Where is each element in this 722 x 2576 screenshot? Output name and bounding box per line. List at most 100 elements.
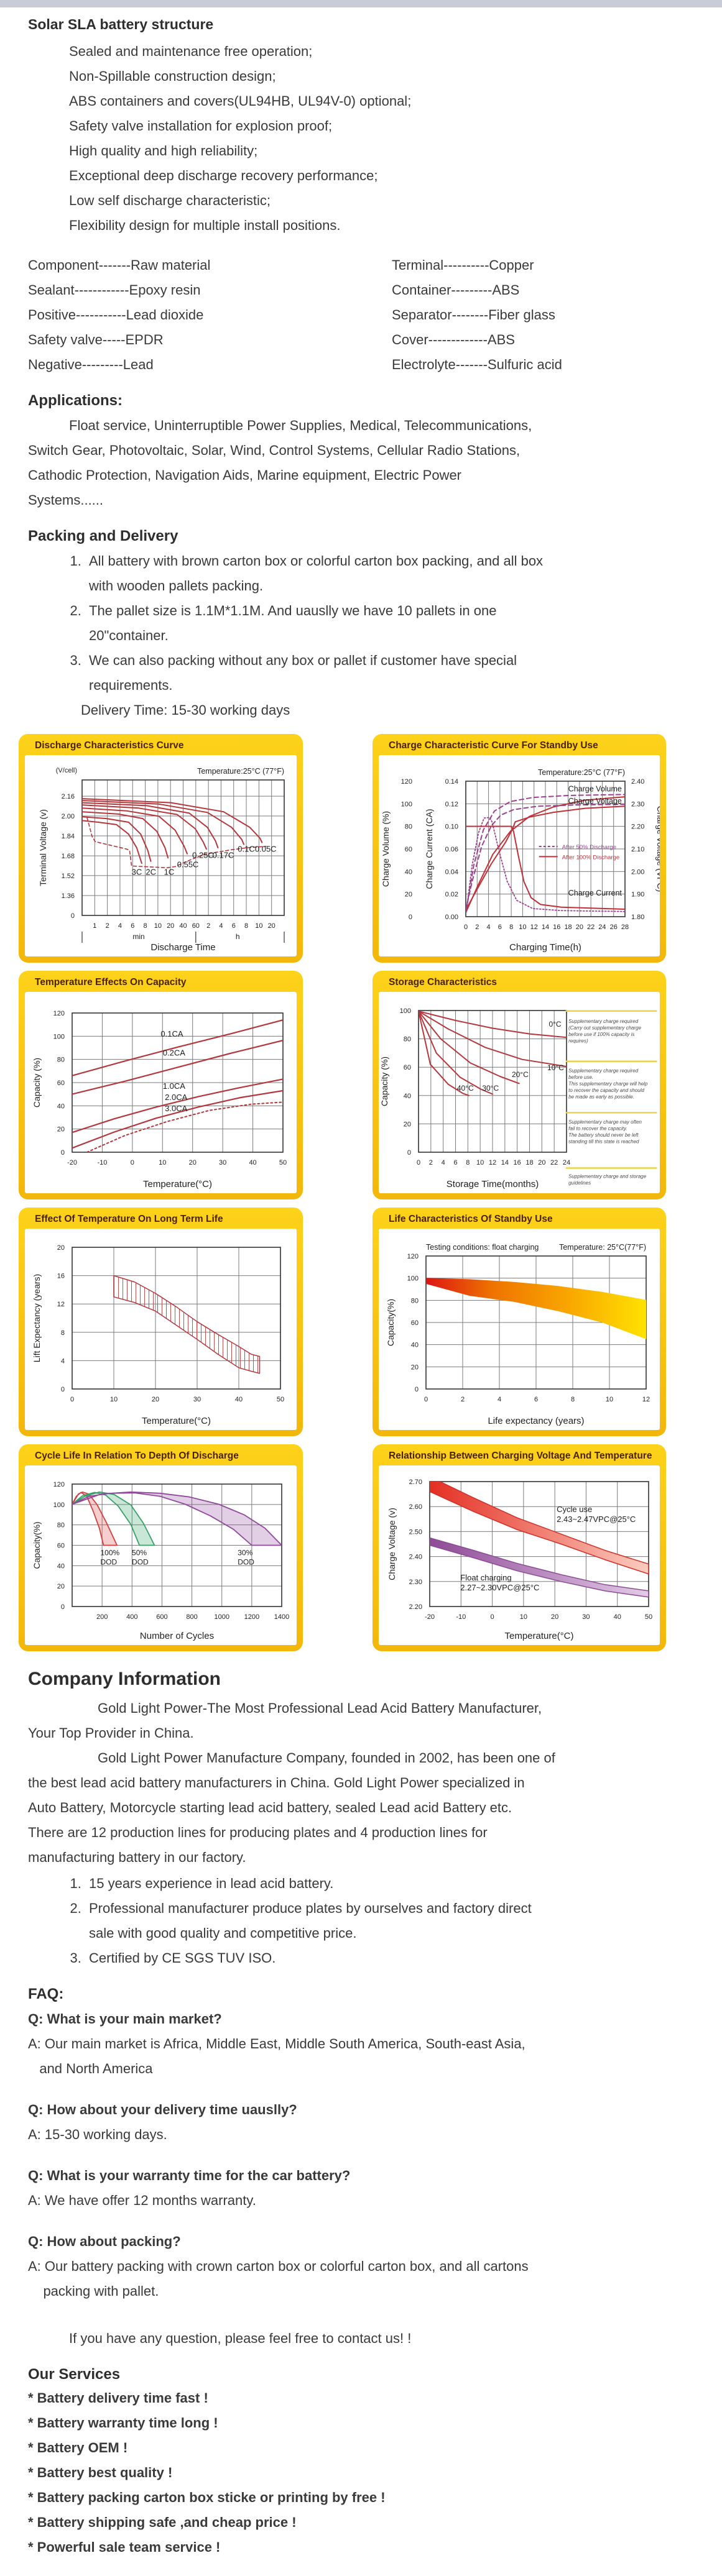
services-list: * Battery delivery time fast ! * Battery … [28,2386,698,2560]
svg-text:24: 24 [563,1159,570,1167]
svg-text:600: 600 [156,1613,167,1621]
chart-body: 0°C 10°C 20°C 30°C 40°C Supplementary charge … [379,992,660,1193]
svg-text:2.00: 2.00 [62,813,75,820]
chart-title-discharge: Discharge Characteristics Curve [35,740,184,751]
svg-text:Capacity (%): Capacity (%) [379,1057,389,1106]
svg-text:12: 12 [642,1396,650,1403]
feature-item: Exceptional deep discharge recovery perf… [69,168,378,183]
svg-text:24: 24 [598,924,606,931]
component-right: Electrolyte-------Sulfuric acid [392,357,562,372]
svg-text:50%DOD: 50% DOD [132,1548,149,1566]
svg-text:2: 2 [461,1396,465,1403]
svg-text:0°C: 0°C [548,1020,561,1029]
svg-text:60: 60 [192,922,200,930]
svg-text:2C: 2C [146,868,156,877]
component-row: Sealant------------Epoxy resin Container… [28,278,698,303]
svg-text:0: 0 [417,1159,420,1167]
svg-text:1200: 1200 [244,1613,259,1621]
service-item: * Battery warranty time long ! [28,2415,218,2431]
svg-text:20°C: 20°C [512,1070,529,1079]
feature-item: Low self discharge characteristic; [69,193,271,208]
svg-text:20: 20 [538,1159,545,1167]
svg-text:2: 2 [206,922,210,930]
svg-text:Supplementary charge and stora: Supplementary charge and storage guidelin… [568,1174,647,1186]
svg-text:0.05C: 0.05C [255,845,277,854]
faq-answer: A: 15-30 working days. [28,2127,167,2142]
svg-text:40°C: 40°C [457,1084,474,1093]
components-section: Component-------Raw material Terminal---… [0,253,722,377]
component-right: Terminal----------Copper [392,257,534,273]
svg-text:28: 28 [621,924,629,931]
svg-text:0: 0 [61,1603,65,1611]
svg-text:8: 8 [466,1159,470,1167]
company-list: 15 years experience in lead acid battery… [28,1871,698,1971]
chart-panel-life-standby: Life Characteristics Of Standby Use 0 2 4 6… [373,1208,666,1436]
svg-text:800: 800 [186,1613,197,1621]
svg-text:2: 2 [475,924,479,931]
feature-item: Sealed and maintenance free operation; [69,44,313,59]
svg-text:Temperature(°C): Temperature(°C) [143,1179,212,1189]
svg-text:30: 30 [193,1396,201,1403]
svg-text:2: 2 [106,922,109,930]
svg-text:120: 120 [53,1481,65,1488]
svg-text:After 50% Discharge: After 50% Discharge [562,844,616,851]
faq-answer: A: Our main market is Africa, Middle Eas… [28,2036,525,2076]
svg-text:0: 0 [61,1149,65,1157]
svg-text:Temperature:25°C (77°F): Temperature:25°C (77°F) [197,767,284,776]
feature-item: ABS containers and covers(UL94HB, UL94V-… [69,93,412,109]
svg-text:Temperature(°C): Temperature(°C) [504,1631,573,1641]
service-item: * Battery best quality ! [28,2465,173,2480]
svg-text:0: 0 [407,1149,411,1157]
svg-text:min: min [132,932,144,941]
svg-text:80: 80 [57,1522,65,1529]
svg-text:20: 20 [167,922,174,930]
svg-text:20: 20 [405,891,412,899]
svg-text:22: 22 [587,924,595,931]
svg-text:100: 100 [400,1007,411,1015]
svg-text:40: 40 [405,868,412,876]
svg-text:4: 4 [61,1357,65,1365]
svg-text:h: h [236,932,240,941]
svg-text:Charge Volume (%): Charge Volume (%) [381,811,391,887]
component-row: Safety valve-----EPDR Cover-------------… [28,328,698,352]
svg-text:1.0CA: 1.0CA [163,1081,185,1091]
storage-chart: 0°C 10°C 20°C 30°C 40°C Supplementary charge … [379,1007,657,1189]
svg-text:4: 4 [498,1396,501,1403]
charge-standby-chart: Charge Volume Charge Voltage Charge Curren… [381,768,660,953]
svg-text:4: 4 [219,922,223,930]
svg-text:1C: 1C [164,868,175,877]
svg-text:80: 80 [405,823,412,831]
applications-text: Float service, Uninterruptible Power Sup… [28,418,532,508]
svg-text:2.30: 2.30 [631,800,644,808]
svg-text:20: 20 [152,1396,159,1403]
svg-text:Number of Cycles: Number of Cycles [140,1631,214,1641]
chart-title-voltage-temp: Relationship Between Charging Voltage An… [389,1450,652,1461]
feature-item: High quality and high reliability; [69,143,258,158]
svg-text:-20: -20 [67,1159,77,1167]
svg-text:40: 40 [249,1159,256,1167]
svg-text:20: 20 [57,1244,65,1252]
svg-text:8: 8 [244,922,248,930]
faq-answer: A: We have offer 12 months warranty. [28,2193,256,2208]
svg-text:Charging Time(h): Charging Time(h) [509,942,581,953]
svg-text:Terminal Voltage (v): Terminal Voltage (v) [38,809,48,886]
svg-text:100: 100 [401,800,412,808]
svg-text:18: 18 [564,924,572,931]
long-term-life-chart: 0 10 20 30 40 50Temperature(°C)201612840Lift … [32,1244,284,1426]
svg-text:10: 10 [606,1396,613,1403]
chart-body: 0.1CA 0.2CA 1.0CA 2.0CA 3.0CA -20 -10 0 10 20 30 40… [25,992,297,1193]
svg-text:10: 10 [255,922,262,930]
faq-question: Q: What is your warranty time for the ca… [28,2168,351,2183]
svg-text:20: 20 [57,1583,65,1590]
svg-text:10: 10 [154,922,162,930]
svg-text:Supplementary charge required(: Supplementary charge required (Carry out … [568,1019,641,1044]
svg-text:Charge Voltage (VPC): Charge Voltage (VPC) [655,806,660,892]
svg-text:20: 20 [268,922,275,930]
svg-text:4: 4 [487,924,491,931]
company-item: Certified by CE SGS TUV ISO. [85,1946,698,1971]
svg-text:Charge Current (CA): Charge Current (CA) [424,809,434,889]
svg-text:16: 16 [553,924,560,931]
svg-text:Capacity(%): Capacity(%) [32,1521,42,1569]
